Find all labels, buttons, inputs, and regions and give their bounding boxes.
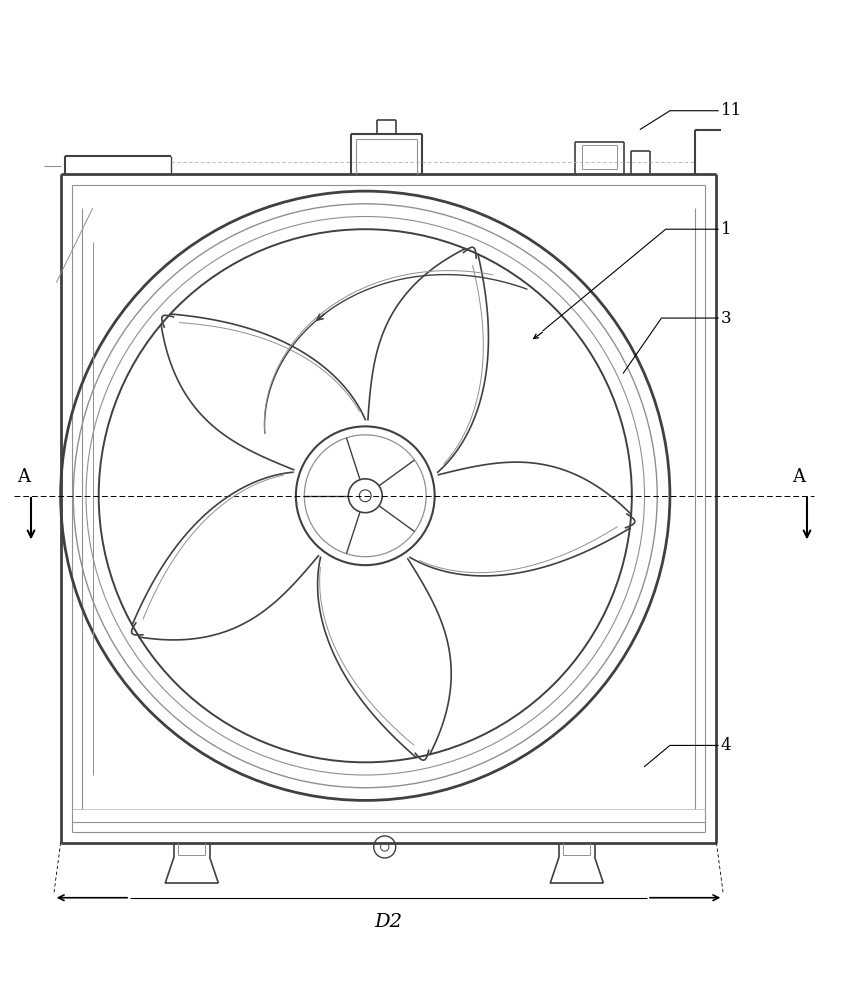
Text: 11: 11 bbox=[721, 102, 742, 119]
Text: D2: D2 bbox=[374, 913, 402, 931]
Text: A: A bbox=[793, 468, 806, 486]
Text: 3: 3 bbox=[721, 310, 731, 327]
Text: 4: 4 bbox=[721, 737, 731, 754]
Text: A: A bbox=[17, 468, 30, 486]
Text: 1: 1 bbox=[721, 221, 731, 238]
